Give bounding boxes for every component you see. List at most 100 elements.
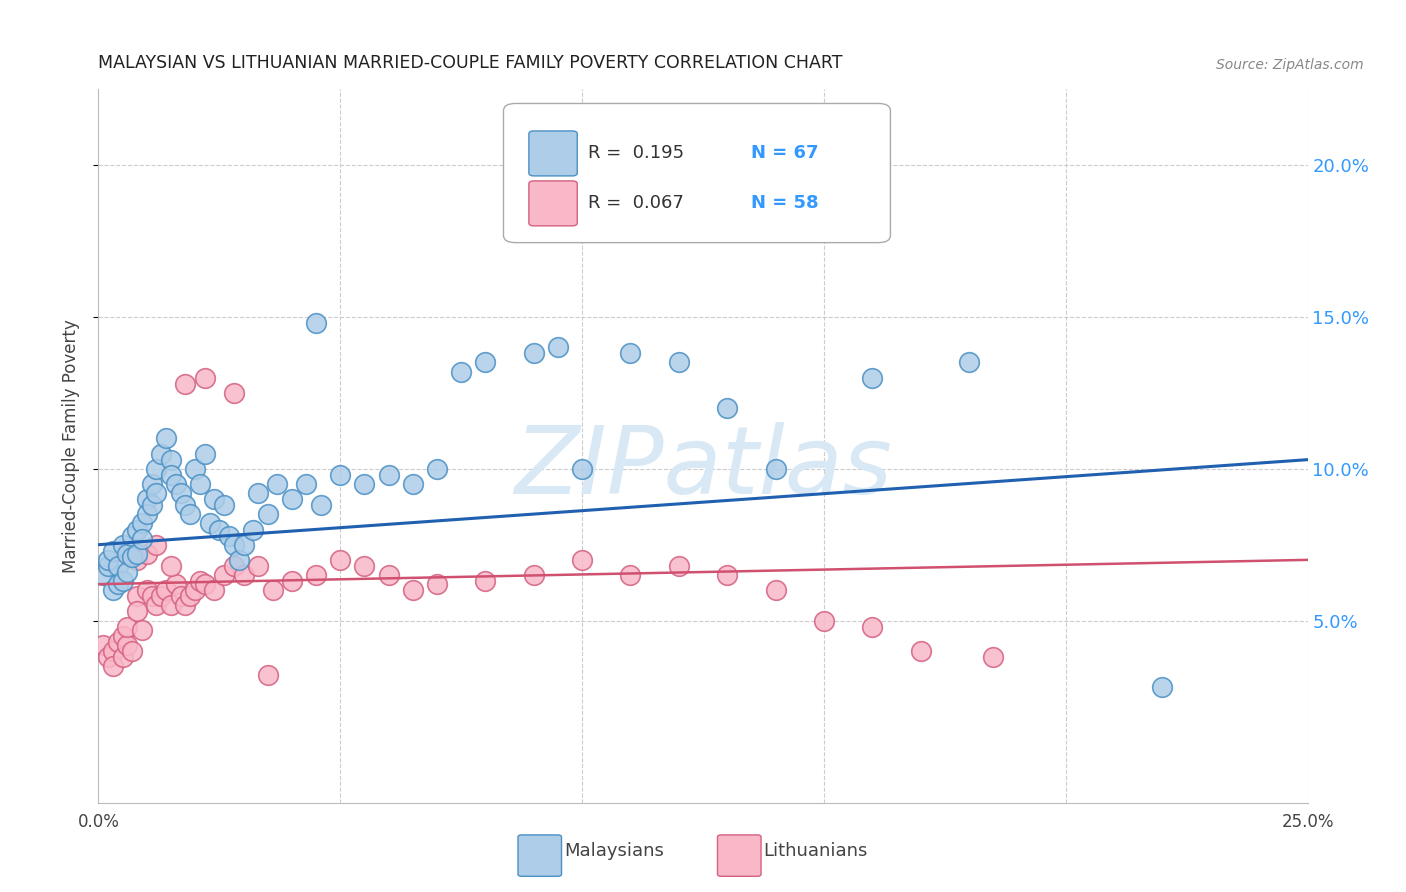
Point [228, 553, 250, 567]
Point [474, 355, 496, 369]
Point [450, 365, 472, 379]
Point [131, 623, 153, 637]
Point [716, 401, 738, 415]
Point [101, 659, 124, 673]
Point [232, 568, 254, 582]
Point [188, 477, 211, 491]
Point [127, 590, 149, 604]
Point [353, 558, 375, 573]
Point [135, 583, 157, 598]
Point [101, 543, 124, 558]
Point [309, 498, 332, 512]
Point [174, 376, 197, 391]
Point [305, 568, 328, 582]
Point [184, 583, 207, 598]
Point [165, 477, 187, 491]
Point [121, 549, 143, 564]
Point [155, 583, 177, 598]
Point [668, 355, 690, 369]
Point [160, 452, 183, 467]
Point [523, 568, 546, 582]
Point [571, 462, 593, 476]
Point [121, 528, 143, 542]
Point [111, 650, 134, 665]
Point [179, 508, 201, 522]
Point [222, 538, 245, 552]
Point [212, 568, 235, 582]
Point [165, 577, 187, 591]
Point [107, 558, 129, 573]
Point [174, 599, 197, 613]
Point [179, 590, 201, 604]
Point [150, 447, 173, 461]
Point [295, 477, 318, 491]
Text: MALAYSIAN VS LITHUANIAN MARRIED-COUPLE FAMILY POVERTY CORRELATION CHART: MALAYSIAN VS LITHUANIAN MARRIED-COUPLE F… [98, 54, 844, 72]
Point [111, 538, 134, 552]
Point [523, 346, 546, 360]
Point [547, 340, 569, 354]
Point [204, 583, 226, 598]
FancyBboxPatch shape [529, 181, 578, 226]
Point [117, 638, 139, 652]
Point [402, 477, 425, 491]
Y-axis label: Married-Couple Family Poverty: Married-Couple Family Poverty [62, 319, 80, 573]
Point [117, 620, 139, 634]
Point [426, 462, 449, 476]
Point [127, 523, 149, 537]
Point [160, 467, 183, 482]
Point [107, 577, 129, 591]
Point [256, 668, 278, 682]
Point [619, 568, 641, 582]
Point [208, 523, 231, 537]
Point [247, 558, 270, 573]
Point [194, 447, 217, 461]
Point [107, 635, 129, 649]
Point [150, 590, 173, 604]
Point [198, 516, 221, 531]
Point [377, 467, 399, 482]
Point [222, 385, 245, 400]
Point [91, 638, 114, 652]
FancyBboxPatch shape [503, 103, 890, 243]
Point [571, 553, 593, 567]
Text: ZIPatlas: ZIPatlas [515, 422, 891, 513]
Text: Source: ZipAtlas.com: Source: ZipAtlas.com [1216, 58, 1364, 72]
Point [135, 508, 157, 522]
Point [957, 355, 980, 369]
Point [262, 583, 284, 598]
Point [141, 498, 163, 512]
Point [242, 523, 264, 537]
Point [101, 644, 124, 658]
Point [174, 498, 197, 512]
Text: R =  0.067: R = 0.067 [588, 194, 683, 212]
Point [813, 614, 835, 628]
Point [145, 599, 167, 613]
Point [619, 346, 641, 360]
Point [329, 553, 352, 567]
Point [131, 532, 153, 546]
Text: Malaysians: Malaysians [564, 842, 664, 860]
Point [305, 316, 328, 330]
Point [281, 574, 304, 588]
Point [266, 477, 288, 491]
Point [155, 431, 177, 445]
Point [97, 558, 120, 573]
FancyBboxPatch shape [517, 835, 561, 876]
Point [135, 547, 157, 561]
Point [860, 370, 883, 384]
Point [145, 538, 167, 552]
Point [131, 516, 153, 531]
Point [141, 477, 163, 491]
Point [377, 568, 399, 582]
Point [716, 568, 738, 582]
Point [194, 577, 217, 591]
Text: N = 58: N = 58 [751, 194, 818, 212]
Point [145, 462, 167, 476]
Point [981, 650, 1004, 665]
Point [169, 590, 191, 604]
Point [111, 574, 134, 588]
Point [247, 486, 270, 500]
FancyBboxPatch shape [717, 835, 761, 876]
Point [212, 498, 235, 512]
FancyBboxPatch shape [529, 131, 578, 176]
